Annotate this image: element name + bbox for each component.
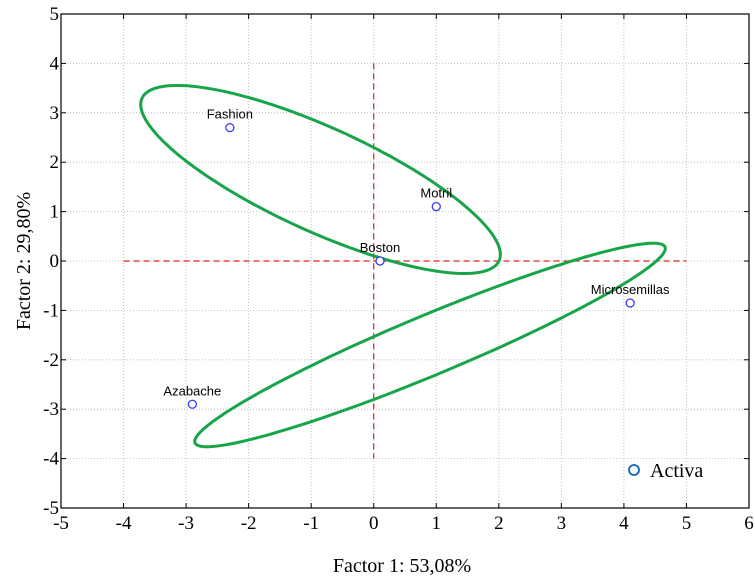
legend-label: Activa bbox=[650, 460, 703, 482]
data-point bbox=[225, 122, 235, 133]
data-point bbox=[625, 298, 635, 308]
point-label: Motril bbox=[420, 186, 452, 201]
x-tick-label: -1 bbox=[303, 513, 319, 534]
data-point bbox=[375, 256, 385, 266]
x-tick-label: 0 bbox=[369, 513, 379, 534]
x-tick-label: 3 bbox=[557, 513, 567, 534]
x-tick-label: 4 bbox=[619, 513, 629, 534]
y-tick-label: 2 bbox=[50, 152, 60, 173]
x-tick-label: 5 bbox=[682, 513, 692, 534]
x-tick-label: -3 bbox=[178, 513, 194, 534]
y-tick-label: 3 bbox=[50, 103, 60, 124]
x-tick-label: -2 bbox=[241, 513, 257, 534]
legend-marker bbox=[628, 464, 640, 476]
y-tick-label: 1 bbox=[50, 202, 60, 223]
x-tick-label: 6 bbox=[744, 513, 754, 534]
x-axis-title: Factor 1: 53,08% bbox=[333, 555, 471, 577]
point-label: Microsemillas bbox=[591, 282, 670, 297]
tick-marks bbox=[60, 13, 750, 509]
point-label: Azabache bbox=[163, 383, 221, 398]
y-tick-label: -1 bbox=[43, 300, 59, 321]
y-tick-label: -5 bbox=[43, 498, 59, 519]
x-tick-label: 2 bbox=[494, 513, 504, 534]
point-label: Boston bbox=[360, 240, 400, 255]
group-ellipse-2 bbox=[193, 241, 667, 449]
y-axis-title: Factor 2: 29,80% bbox=[13, 192, 35, 330]
point-label: Fashion bbox=[207, 107, 253, 122]
x-tick-label: -4 bbox=[116, 513, 132, 534]
data-point bbox=[187, 399, 197, 409]
y-tick-label: 5 bbox=[50, 4, 60, 25]
y-tick-label: -2 bbox=[43, 350, 59, 371]
data-point bbox=[431, 202, 441, 212]
y-tick-label: 0 bbox=[50, 251, 60, 272]
y-tick-label: -3 bbox=[43, 399, 59, 420]
y-tick-label: -4 bbox=[43, 449, 59, 470]
x-tick-label: -5 bbox=[53, 513, 69, 534]
y-tick-label: 4 bbox=[50, 53, 60, 74]
x-tick-label: 1 bbox=[432, 513, 442, 534]
